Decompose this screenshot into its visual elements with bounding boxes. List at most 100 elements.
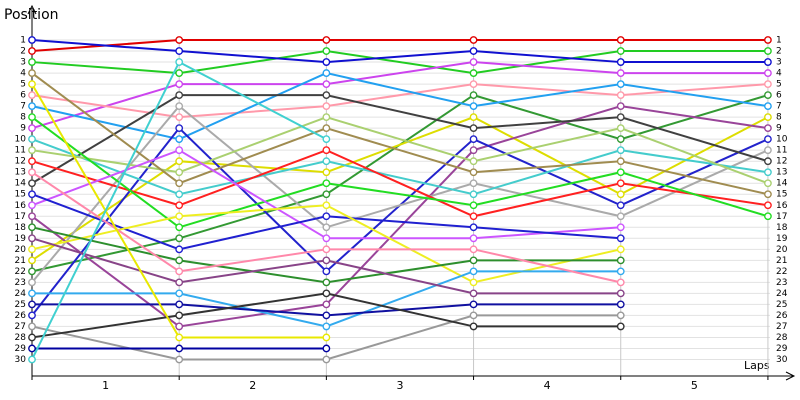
y2-tick-label: 17 xyxy=(776,212,787,222)
y2-tick-label: 26 xyxy=(776,311,788,321)
y2-tick-label: 14 xyxy=(776,179,788,189)
position-marker xyxy=(175,91,184,100)
position-marker xyxy=(469,234,478,243)
position-marker xyxy=(322,179,331,188)
position-marker xyxy=(322,124,331,133)
position-marker xyxy=(322,113,331,122)
position-marker xyxy=(616,256,625,265)
position-marker xyxy=(764,69,772,77)
y2-tick-label: 2 xyxy=(776,47,782,57)
position-marker xyxy=(469,157,478,166)
y2-tick-label: 4 xyxy=(776,69,782,79)
position-marker xyxy=(28,212,36,221)
position-marker xyxy=(616,47,625,55)
position-marker xyxy=(28,168,36,177)
position-marker xyxy=(322,190,331,199)
position-marker xyxy=(28,124,36,133)
position-marker xyxy=(469,135,478,144)
series-line xyxy=(31,61,768,130)
position-marker xyxy=(469,289,478,298)
position-marker xyxy=(28,344,36,353)
chart-title: Position xyxy=(4,7,59,23)
position-marker xyxy=(322,212,331,221)
position-marker xyxy=(175,179,184,188)
position-marker xyxy=(616,311,625,320)
position-marker xyxy=(322,47,331,55)
position-marker xyxy=(322,80,331,88)
position-marker xyxy=(764,80,772,88)
position-marker xyxy=(616,212,625,221)
position-marker xyxy=(28,135,36,144)
position-marker xyxy=(322,102,331,111)
position-marker xyxy=(175,267,184,276)
y-tick-label: 3 xyxy=(20,58,26,68)
position-marker xyxy=(764,91,772,100)
y2-tick-label: 23 xyxy=(776,278,787,288)
position-marker xyxy=(28,234,36,243)
position-marker xyxy=(28,47,36,55)
y2-tick-label: 16 xyxy=(776,201,788,211)
position-marker xyxy=(28,311,36,320)
position-marker xyxy=(28,201,36,210)
position-marker xyxy=(175,322,184,331)
position-marker xyxy=(322,157,331,166)
x-tick-label: 1 xyxy=(102,379,109,392)
y2-tick-label: 10 xyxy=(776,135,788,145)
series-line xyxy=(31,116,769,262)
position-marker xyxy=(322,36,331,44)
position-marker xyxy=(764,157,772,166)
position-marker xyxy=(469,201,478,210)
position-marker xyxy=(28,355,36,364)
position-marker xyxy=(322,135,331,144)
y-tick-label: 22 xyxy=(15,267,26,277)
position-marker xyxy=(175,190,184,199)
position-marker xyxy=(469,113,478,122)
series-line xyxy=(31,50,768,75)
position-marker xyxy=(469,256,478,265)
position-marker xyxy=(469,47,478,55)
position-marker xyxy=(175,212,184,221)
position-marker xyxy=(28,146,36,155)
y2-tick-label: 28 xyxy=(776,333,788,343)
y-tick-label: 26 xyxy=(15,311,27,321)
position-marker xyxy=(764,124,772,133)
position-marker xyxy=(469,36,478,44)
position-marker xyxy=(175,80,184,88)
y-tick-label: 20 xyxy=(15,245,27,255)
y2-tick-label: 21 xyxy=(776,256,787,266)
position-marker xyxy=(469,124,478,133)
y-tick-label: 21 xyxy=(15,256,26,266)
position-marker xyxy=(175,102,184,111)
y-tick-label: 18 xyxy=(15,223,27,233)
x-axis-arrow xyxy=(785,371,796,381)
position-marker xyxy=(28,322,36,331)
position-marker xyxy=(616,135,625,144)
y-tick-label: 4 xyxy=(20,69,26,79)
series-line xyxy=(31,138,769,196)
position-marker xyxy=(469,91,478,100)
position-marker xyxy=(616,58,625,66)
position-marker xyxy=(175,58,184,66)
position-marker xyxy=(322,355,331,364)
y-tick-label: 17 xyxy=(15,212,26,222)
position-marker xyxy=(322,300,331,309)
position-marker xyxy=(322,146,331,155)
y-tick-label: 7 xyxy=(20,102,26,112)
position-marker xyxy=(616,267,625,276)
position-marker xyxy=(322,267,331,276)
position-marker xyxy=(175,69,184,77)
x-tick-label: 3 xyxy=(396,379,403,392)
y2-tick-label: 8 xyxy=(776,113,782,123)
y-tick-label: 29 xyxy=(15,344,27,354)
y2-tick-label: 18 xyxy=(776,223,788,233)
position-marker xyxy=(28,245,36,254)
position-marker xyxy=(764,135,772,144)
position-marker xyxy=(469,223,478,232)
position-marker xyxy=(175,157,184,166)
position-marker xyxy=(469,168,478,177)
position-marker xyxy=(469,69,478,77)
position-marker xyxy=(616,322,625,331)
position-marker xyxy=(764,47,772,55)
position-marker xyxy=(28,113,36,122)
